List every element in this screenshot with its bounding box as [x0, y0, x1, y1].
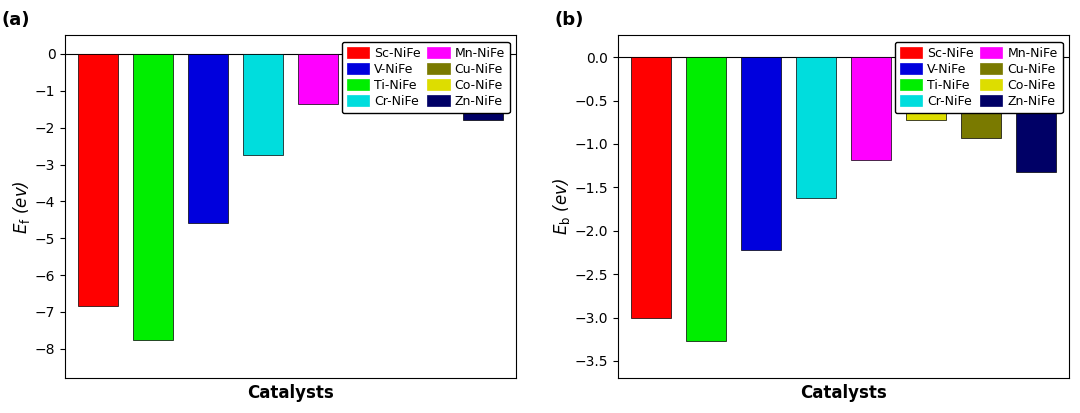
Legend: Sc-NiFe, V-NiFe, Ti-NiFe, Cr-NiFe, Mn-NiFe, Cu-NiFe, Co-NiFe, Zn-NiFe: Sc-NiFe, V-NiFe, Ti-NiFe, Cr-NiFe, Mn-Ni… [894, 42, 1063, 113]
Text: (b): (b) [555, 11, 584, 28]
Bar [961, 57, 1001, 138]
Bar [686, 57, 726, 341]
Bar [408, 54, 448, 76]
Bar [243, 54, 283, 155]
Bar [298, 54, 338, 104]
Bar [133, 54, 173, 339]
Bar [796, 57, 836, 198]
X-axis label: Catalysts: Catalysts [800, 384, 887, 402]
Bar [851, 57, 891, 159]
Bar [79, 54, 118, 306]
Bar [631, 57, 671, 318]
Bar [188, 54, 228, 223]
Bar [906, 57, 946, 120]
Legend: Sc-NiFe, V-NiFe, Ti-NiFe, Cr-NiFe, Mn-NiFe, Cu-NiFe, Co-NiFe, Zn-NiFe: Sc-NiFe, V-NiFe, Ti-NiFe, Cr-NiFe, Mn-Ni… [341, 42, 510, 113]
Text: (a): (a) [2, 11, 30, 28]
Bar [463, 54, 503, 120]
Y-axis label: $E_{\mathrm{b}}$ (ev): $E_{\mathrm{b}}$ (ev) [551, 178, 571, 235]
Bar [353, 54, 393, 57]
Bar [741, 57, 781, 250]
X-axis label: Catalysts: Catalysts [247, 384, 334, 402]
Y-axis label: $E_{\mathrm{f}}$ (ev): $E_{\mathrm{f}}$ (ev) [11, 180, 32, 234]
Bar [1016, 57, 1055, 172]
